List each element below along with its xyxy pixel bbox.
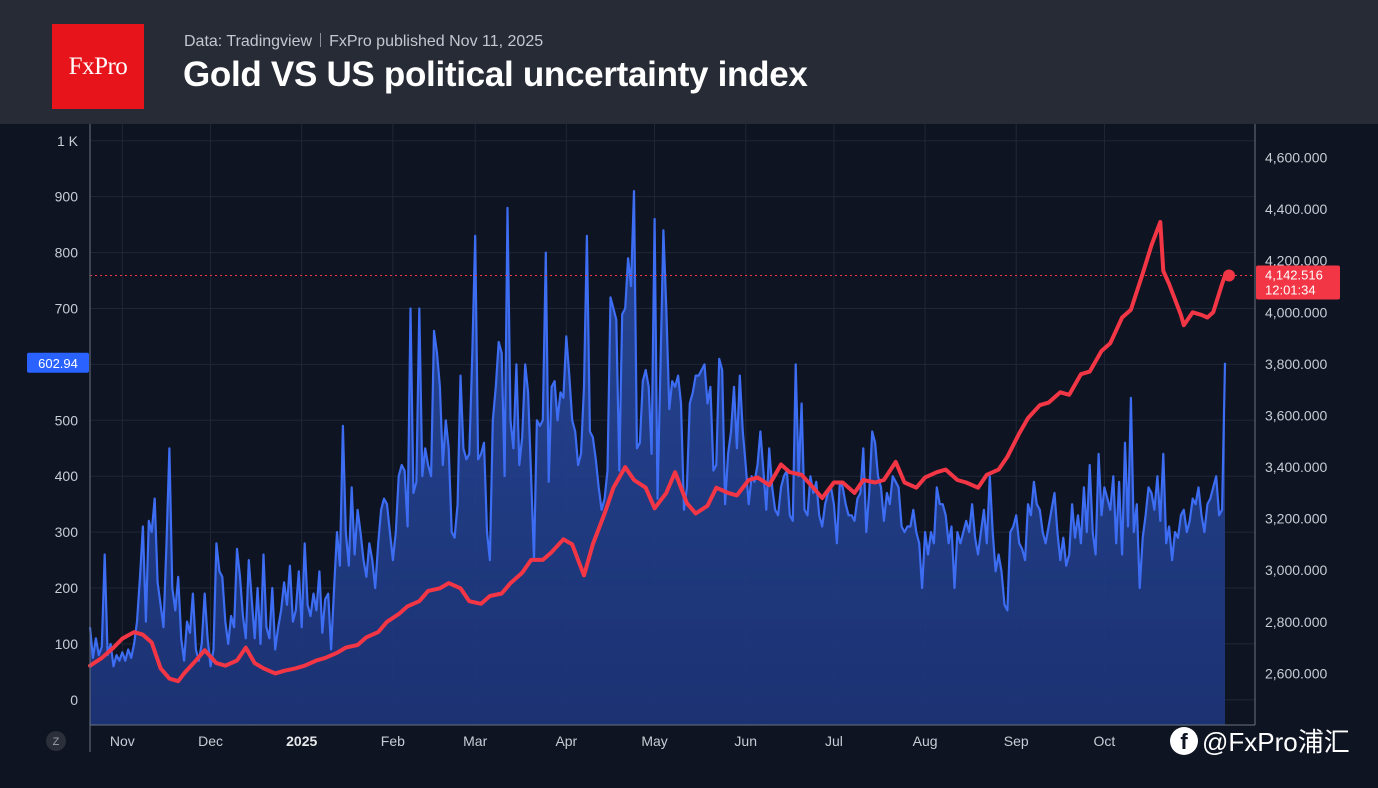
right-tick-label: 4,400.000 (1265, 201, 1327, 217)
right-tick-label: 2,800.000 (1265, 614, 1327, 630)
go-to-realtime-button[interactable]: Z (46, 731, 66, 751)
source-line: Data: Tradingview FxPro published Nov 11,… (184, 33, 543, 51)
left-tick-label: 900 (55, 189, 79, 205)
time-tick-label: Apr (555, 733, 577, 749)
facebook-icon: f (1170, 726, 1198, 755)
time-tick-label: Nov (110, 733, 135, 749)
fxpro-watermark: f @FxPro浦汇 (1170, 722, 1350, 759)
right-tick-label: 3,800.000 (1265, 356, 1327, 372)
time-tick-label: Oct (1094, 733, 1116, 749)
time-tick-label: May (641, 733, 667, 749)
time-tick-label: Dec (198, 733, 223, 749)
right-tick-label: 4,000.000 (1265, 304, 1327, 320)
right-axis: 2,600.000 2,800.000 3,000.000 3,200.000 3,40… (1265, 150, 1327, 682)
time-tick-label: Jul (825, 733, 843, 749)
right-tick-label: 3,200.000 (1265, 511, 1327, 527)
separator (320, 33, 322, 47)
index-badge-box (27, 352, 89, 373)
left-tick-label: 800 (55, 245, 79, 261)
left-axis: 01002003004005006007008009001 K (55, 133, 79, 708)
go-to-realtime-circle[interactable] (46, 731, 66, 751)
index-last-value-badge: 602.94 (27, 352, 89, 373)
time-tick-label: Jun (734, 733, 757, 749)
index-badge-text: 602.94 (38, 356, 78, 371)
watermark-text: @FxPro浦汇 (1202, 727, 1350, 757)
right-tick-label: 3,000.000 (1265, 562, 1327, 578)
right-tick-label: 4,600.000 (1265, 150, 1327, 166)
left-tick-label: 1 K (57, 133, 79, 149)
time-tick-label: Feb (381, 733, 405, 749)
gold-badge-price: 4,142.516 (1265, 268, 1323, 283)
index-area-fill (90, 191, 1225, 726)
data-source: Data: Tradingview (184, 33, 313, 50)
gold-badge-box (1256, 265, 1340, 300)
gold-last-value-badge: 4,142.516 12:01:34 (1256, 265, 1340, 300)
left-tick-label: 200 (55, 580, 79, 596)
index-line (88, 190, 1227, 668)
left-tick-label: 100 (55, 636, 79, 652)
right-tick-label: 3,600.000 (1265, 407, 1327, 423)
gold-badge-countdown: 12:01:34 (1265, 283, 1316, 298)
chart-canvas: 01002003004005006007008009001 K 2,600.00… (27, 124, 1340, 752)
gold-last-point (1223, 269, 1235, 282)
left-tick-label: 500 (55, 412, 79, 428)
left-tick-label: 300 (55, 524, 79, 540)
fxpro-logo: FxPro (52, 24, 144, 109)
left-tick-label: 400 (55, 468, 79, 484)
time-tick-label: Aug (913, 733, 938, 749)
time-tick-label: Mar (463, 733, 487, 749)
left-tick-label: 700 (55, 300, 79, 316)
right-tick-label: 4,200.000 (1265, 253, 1327, 269)
header-bar: FxPro Data: Tradingview FxPro published N… (0, 0, 1378, 124)
right-tick-label: 3,400.000 (1265, 459, 1327, 475)
time-tick-label: 2025 (286, 733, 317, 749)
time-tick-label: Sep (1004, 733, 1029, 749)
gold-line (88, 220, 1227, 684)
time-axis: Nov Dec 2025 Feb Mar Apr May Jun Jul Aug Sep Oct (110, 733, 1116, 749)
left-tick-label: 0 (70, 692, 78, 708)
chart-title: Gold VS US political uncertainty index (183, 55, 808, 94)
right-tick-label: 2,600.000 (1265, 665, 1327, 681)
go-to-realtime-label[interactable]: Z (53, 736, 60, 748)
publish-info: FxPro published Nov 11, 2025 (329, 33, 544, 50)
